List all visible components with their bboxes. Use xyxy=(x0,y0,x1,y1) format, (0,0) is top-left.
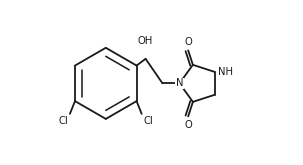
Text: OH: OH xyxy=(137,36,152,46)
Text: O: O xyxy=(184,37,192,47)
Text: N: N xyxy=(176,78,183,88)
Text: Cl: Cl xyxy=(143,115,153,126)
Text: Cl: Cl xyxy=(58,115,68,126)
Text: NH: NH xyxy=(218,67,233,77)
Text: O: O xyxy=(184,120,192,130)
